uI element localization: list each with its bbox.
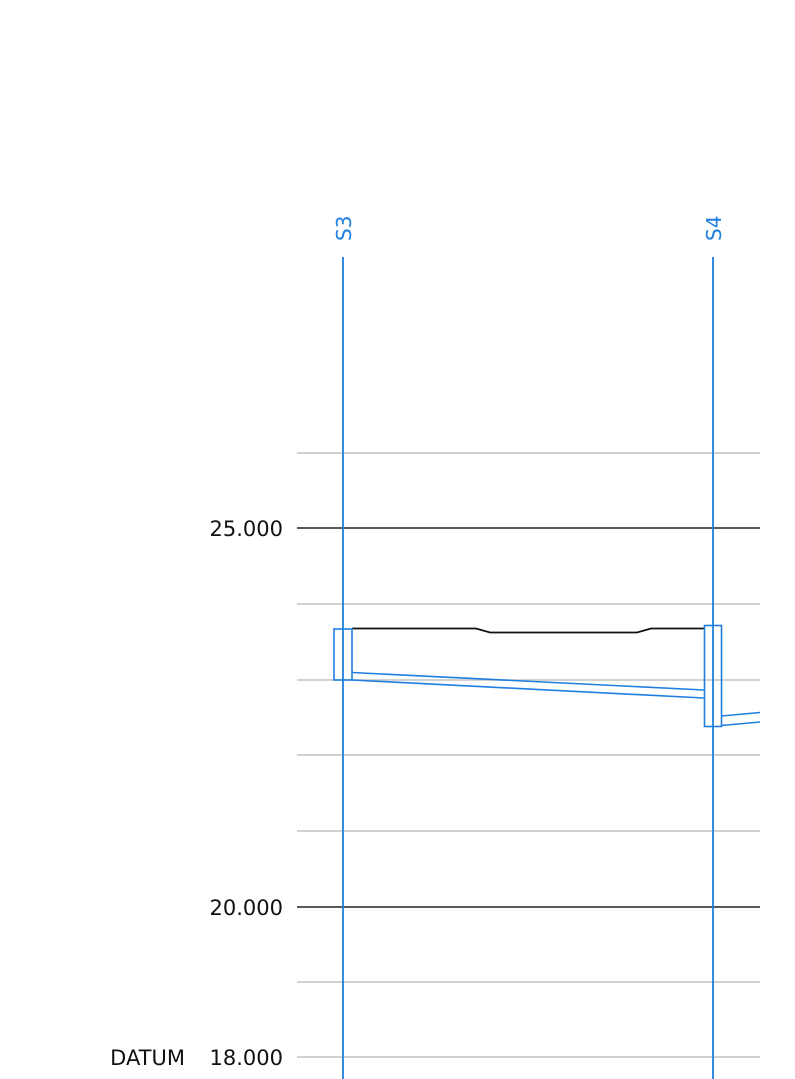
wall-s3 xyxy=(333,628,353,681)
terrain-profile-line xyxy=(352,627,705,634)
grid-label-s3: S3 xyxy=(332,216,356,241)
slab-continuation-bottom xyxy=(721,721,761,727)
grid-label-s4: S4 xyxy=(702,216,726,241)
grid-lines xyxy=(342,257,714,1079)
minor-levels xyxy=(297,452,760,1058)
slab-continuation-top xyxy=(721,711,761,717)
level-label-20: 20.000 xyxy=(210,896,283,920)
wall-s4 xyxy=(703,624,723,728)
level-label-25: 25.000 xyxy=(210,517,283,541)
datum-label: DATUM xyxy=(110,1046,185,1070)
major-levels xyxy=(297,527,760,908)
slab-top-edge xyxy=(351,671,705,691)
datum-value-label: 18.000 xyxy=(210,1046,283,1070)
structure-elements xyxy=(333,624,761,728)
slab-bottom-edge xyxy=(351,679,705,699)
